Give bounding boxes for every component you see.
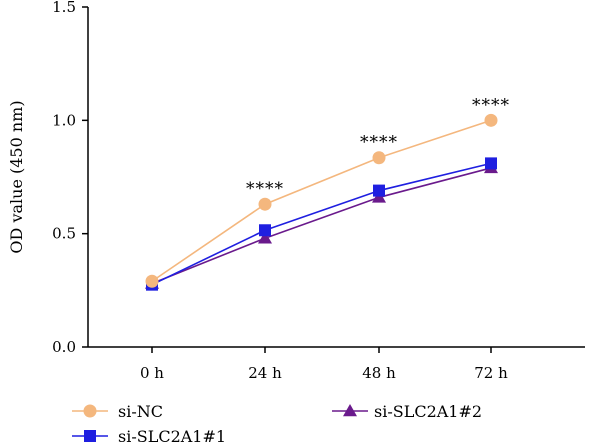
significance-label: ****	[246, 179, 284, 199]
data-point	[258, 197, 272, 211]
legend-marker	[343, 404, 357, 417]
data-point	[259, 224, 271, 237]
y-tick-label: 0.5	[52, 225, 76, 243]
legend-label: si-SLC2A1#2	[374, 402, 482, 421]
series-line	[151, 167, 492, 285]
data-point	[258, 231, 272, 244]
y-tick-label: 1.5	[52, 0, 76, 16]
series-line	[151, 119, 492, 282]
x-tick-label: 72 h	[474, 364, 508, 382]
x-tick-label: 48 h	[362, 364, 396, 382]
y-ticks: 0.0 0.5 1.0 1.5	[52, 0, 88, 356]
legend-item-si-SLC2A1#2: si-SLC2A1#2	[332, 402, 482, 421]
legend-marker	[84, 430, 96, 442]
y-tick-label: 1.0	[52, 111, 76, 129]
y-tick-label: 0.0	[52, 338, 76, 356]
legend-item-si-SLC2A1#1: si-SLC2A1#1	[72, 427, 226, 444]
axes	[87, 7, 585, 348]
data-point	[145, 274, 159, 288]
series-line	[151, 162, 492, 286]
x-tick-label: 0 h	[140, 364, 164, 382]
significance-label: ****	[472, 95, 510, 115]
legend: si-NC si-SLC2A1#1 si-SLC2A1#2	[72, 402, 482, 444]
legend-marker	[83, 404, 97, 418]
significance-annotations: **** **** ****	[246, 95, 510, 199]
y-axis-label: OD value (450 nm)	[7, 100, 26, 253]
data-point	[372, 151, 386, 165]
legend-label: si-NC	[118, 402, 163, 421]
x-tick-label: 24 h	[248, 364, 282, 382]
significance-label: ****	[360, 133, 398, 153]
data-point	[373, 184, 385, 197]
legend-label: si-SLC2A1#1	[118, 427, 226, 444]
series-si-SLC2A1#1	[146, 157, 497, 291]
series-layer	[145, 113, 498, 291]
x-ticks: 0 h 24 h 48 h 72 h	[140, 347, 508, 382]
data-point	[484, 113, 498, 127]
series-si-NC	[145, 113, 498, 288]
series-si-SLC2A1#2	[145, 160, 498, 289]
data-point	[485, 157, 497, 170]
legend-item-si-NC: si-NC	[72, 402, 163, 421]
